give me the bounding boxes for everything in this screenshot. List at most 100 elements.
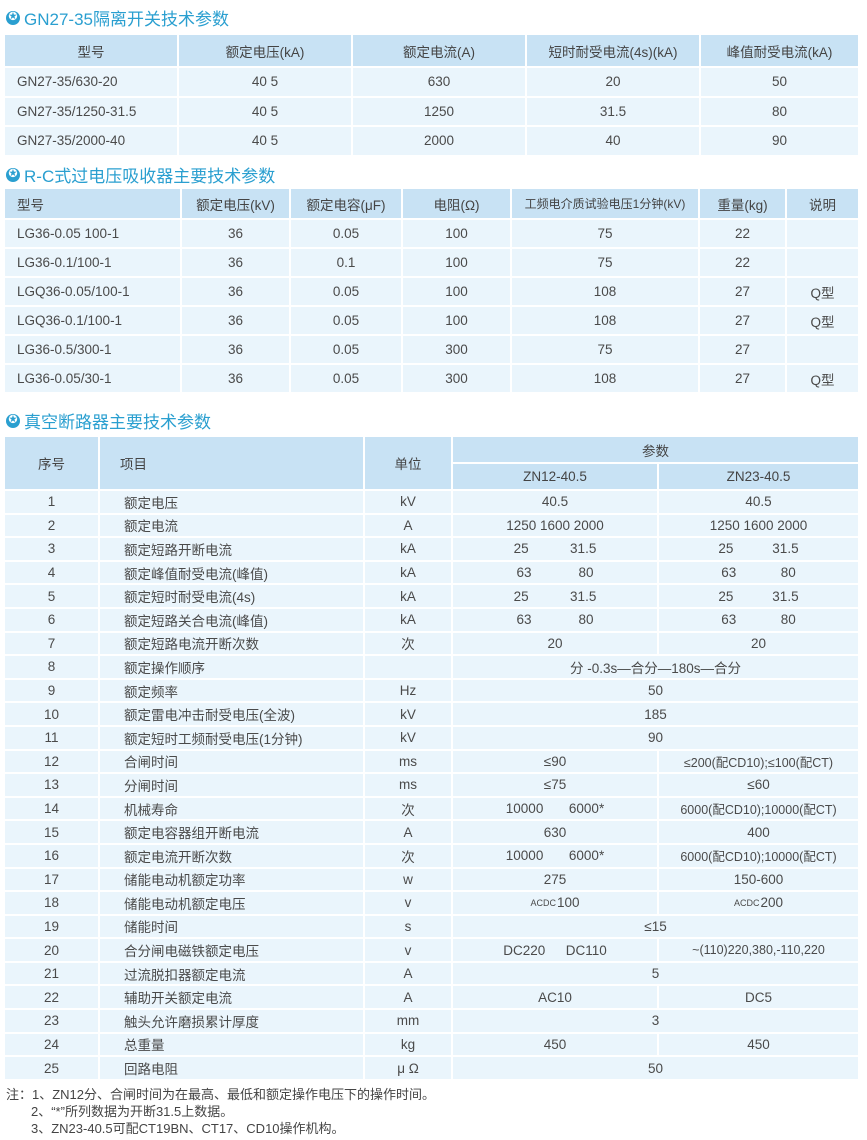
- row-item: 额定短时耐受电流(4s): [100, 585, 363, 607]
- table-cell: 22: [700, 220, 785, 247]
- table-row: 18 储能电动机额定电压 v ACDC100 ACDC200: [5, 892, 858, 914]
- value-group: 630: [453, 825, 657, 840]
- value: 80: [781, 565, 796, 580]
- table-cell: 75: [512, 220, 698, 247]
- value-group: 1250 1600 2000: [659, 518, 858, 533]
- row-value-zn23: 150-600: [659, 868, 858, 891]
- table-cell: 2000: [353, 127, 525, 155]
- table-cell: Q型: [787, 365, 858, 392]
- header-cell: 额定电容(μF): [291, 189, 401, 218]
- table-cell: 40: [527, 127, 699, 155]
- row-no: 11: [5, 726, 98, 749]
- value-group: 6000(配CD10);10000(配CT): [659, 846, 858, 865]
- table-row: GN27-35/1250-31.5 40 5 1250 31.5 80: [5, 97, 858, 125]
- table-cell: 20: [527, 68, 699, 96]
- row-value-zn12: 25 31.5: [453, 585, 657, 607]
- row-value-zn23: 25 31.5: [659, 585, 858, 607]
- row-no: 24: [5, 1033, 98, 1056]
- row-value-zn12: 450: [453, 1033, 657, 1056]
- table-row: 8 额定操作顺序 分 -0.3s—合分—180s—合分: [5, 656, 858, 678]
- value-text: 80: [780, 565, 796, 581]
- value-text: 400: [747, 824, 770, 840]
- rc-absorber-spec-table: 型号 额定电压(kV) 额定电容(μF) 电阻(Ω) 工频电介质试验电压1分钟(kV) 重…: [3, 187, 860, 394]
- row-value-zn23: 63 80: [659, 608, 858, 631]
- header-cell: 型号: [5, 189, 180, 218]
- table-row: 4 额定峰值耐受电流(峰值) kA 63 80 63 80: [5, 561, 858, 584]
- row-no: 16: [5, 844, 98, 867]
- header-zn23: ZN23-40.5: [659, 464, 858, 489]
- value: 31.5: [570, 541, 596, 556]
- table-cell: 50: [701, 68, 858, 96]
- row-item: 额定短路关合电流(峰值): [100, 608, 363, 631]
- table-row: 12 合闸时间 ms ≤90 ≤200(配CD10);≤100(配CT): [5, 750, 858, 773]
- value-text: ≤200(配CD10);≤100(配CT): [683, 755, 834, 770]
- value-group: 20: [659, 636, 858, 651]
- table-cell: 0.05: [291, 307, 401, 334]
- table-cell: 27: [700, 307, 785, 334]
- row-no: 7: [5, 632, 98, 655]
- value-group: 6000(配CD10);10000(配CT): [659, 799, 858, 818]
- row-value-both: 50: [453, 1057, 858, 1079]
- row-unit: [365, 656, 451, 678]
- header-cell: 电阻(Ω): [403, 189, 510, 218]
- table-row: 3 额定短路开断电流 kA 25 31.5 25 31.5: [5, 538, 858, 560]
- value-group: 1250 1600 2000: [453, 518, 657, 533]
- row-value-zn12: DC220 DC110: [453, 939, 657, 961]
- row-no: 6: [5, 608, 98, 631]
- row-value-both: 分 -0.3s—合分—180s—合分: [453, 656, 858, 678]
- value: 40.5: [542, 494, 568, 509]
- table-cell: GN27-35/630-20: [5, 68, 177, 96]
- value-group: 275: [453, 872, 657, 887]
- table-cell: Q型: [787, 307, 858, 334]
- value-text: 63: [721, 565, 737, 581]
- value-text: DC220: [503, 942, 546, 958]
- value-text: 40.5: [745, 494, 772, 510]
- row-unit: kV: [365, 726, 451, 749]
- row-value-zn23: DC5: [659, 986, 858, 1009]
- value-group: 10000 6000*: [453, 848, 657, 863]
- table-cell: 36: [182, 336, 289, 363]
- stack-label: AC: [530, 898, 543, 909]
- value: 400: [747, 825, 770, 840]
- value: 80: [578, 565, 593, 580]
- value-text: 31.5: [570, 588, 597, 604]
- table-cell: 75: [512, 249, 698, 276]
- table-row: 25 回路电阻 μ Ω 50: [5, 1057, 858, 1079]
- row-item: 合分闸电磁铁额定电压: [100, 939, 363, 961]
- row-item: 储能电动机额定功率: [100, 868, 363, 891]
- value: 25: [718, 541, 733, 556]
- note-3: 3、ZN23-40.5可配CT19BN、CT17、CD10操作机构。: [31, 1121, 345, 1136]
- table-cell: LG36-0.5/300-1: [5, 336, 180, 363]
- row-no: 22: [5, 986, 98, 1009]
- value-text: 31.5: [772, 588, 799, 604]
- header-no: 序号: [5, 437, 98, 489]
- row-value-both: 5: [453, 962, 858, 985]
- row-unit: v: [365, 892, 451, 914]
- row-unit: μ Ω: [365, 1057, 451, 1079]
- row-no: 19: [5, 915, 98, 938]
- row-unit: 次: [365, 844, 451, 867]
- table-row: 11 额定短时工频耐受电压(1分钟) kV 90: [5, 726, 858, 749]
- row-item: 额定电容器组开断电流: [100, 821, 363, 843]
- table-cell: 40 5: [179, 127, 351, 155]
- row-value-zn23: 63 80: [659, 561, 858, 584]
- row-no: 15: [5, 821, 98, 843]
- row-unit: kV: [365, 703, 451, 725]
- value-text: AC10: [538, 989, 572, 1005]
- row-value-both: 90: [453, 726, 858, 749]
- value: AC10: [538, 990, 572, 1005]
- table-row: LGQ36-0.05/100-1 36 0.05 100 108 27 Q型: [5, 278, 858, 305]
- value: 80: [781, 612, 796, 627]
- table-row: LG36-0.1/100-1 36 0.1 100 75 22: [5, 249, 858, 276]
- value: 6000(配CD10);10000(配CT): [680, 799, 836, 818]
- row-item: 额定电压: [100, 491, 363, 513]
- value-text: 31.5: [570, 541, 597, 557]
- value: 31.5: [570, 589, 596, 604]
- row-item: 分闸时间: [100, 774, 363, 796]
- row-value-zn23: 1250 1600 2000: [659, 514, 858, 537]
- value-group: ACDC200: [659, 895, 858, 910]
- value-text: DC110: [565, 942, 607, 958]
- table-cell: 100: [403, 278, 510, 305]
- stack-label: DC: [746, 898, 760, 909]
- row-value-zn23: 450: [659, 1033, 858, 1056]
